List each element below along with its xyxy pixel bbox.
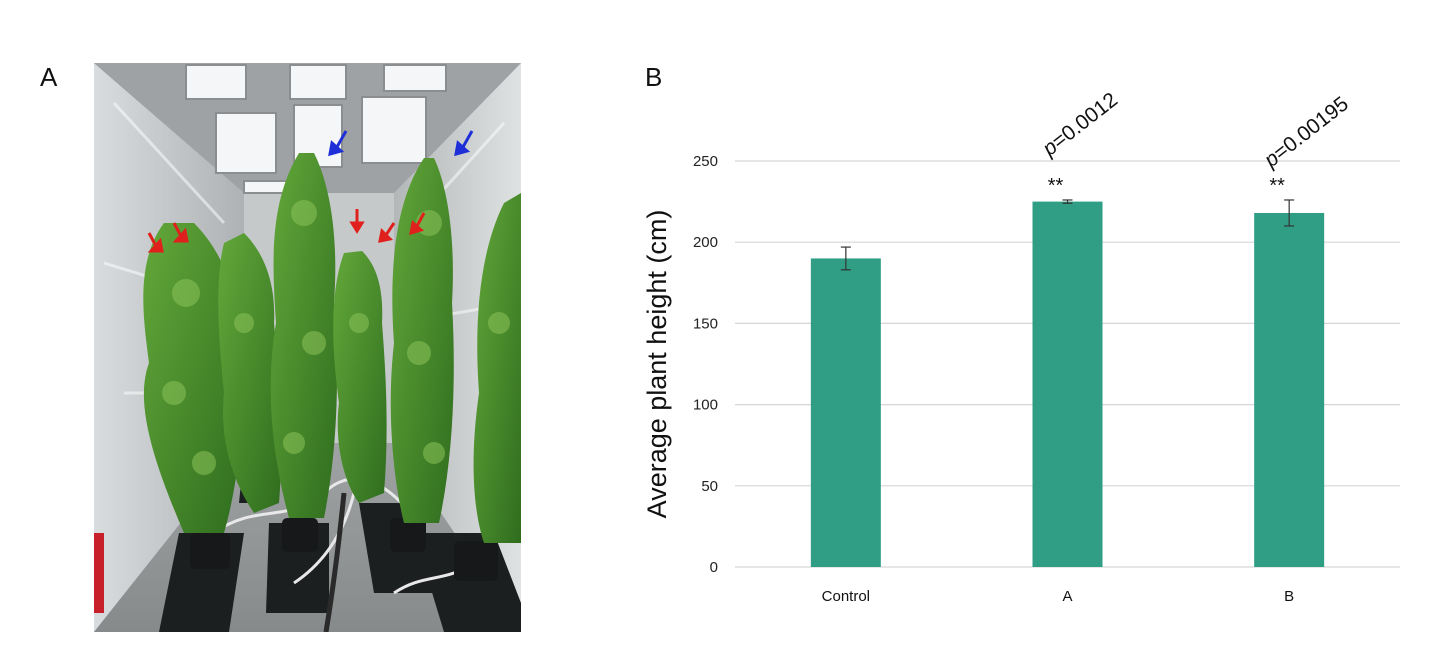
bar-b xyxy=(1254,212,1325,567)
panel-label-b: B xyxy=(645,62,663,92)
y-tick-label: 50 xyxy=(701,478,718,495)
bar-control xyxy=(810,258,881,567)
bar-a xyxy=(1032,201,1103,567)
significance-marker: ** xyxy=(1048,175,1064,197)
plant-height-chart: 0 50 100 150 200 250 Control A ** p=0.0012 B ** p=0.… xyxy=(630,40,1430,640)
x-tick-label: A xyxy=(1062,588,1072,605)
p-value-label: p=0.0012 xyxy=(1038,88,1122,161)
y-axis-label: Average plant height (cm) xyxy=(642,210,672,519)
x-tick-label: Control xyxy=(822,588,870,605)
significance-marker: ** xyxy=(1269,175,1285,197)
y-tick-label: 250 xyxy=(693,153,718,170)
panel-label-a: A xyxy=(40,62,58,92)
y-tick-label: 200 xyxy=(693,234,718,251)
p-value-number: =0.0012 xyxy=(1048,88,1122,153)
y-tick-label: 100 xyxy=(693,397,718,414)
y-tick-label: 150 xyxy=(693,315,718,332)
x-tick-label: B xyxy=(1284,588,1294,605)
y-tick-label: 0 xyxy=(710,559,718,576)
growth-room-photo xyxy=(94,63,521,632)
p-value-number: =0.00195 xyxy=(1269,92,1353,164)
